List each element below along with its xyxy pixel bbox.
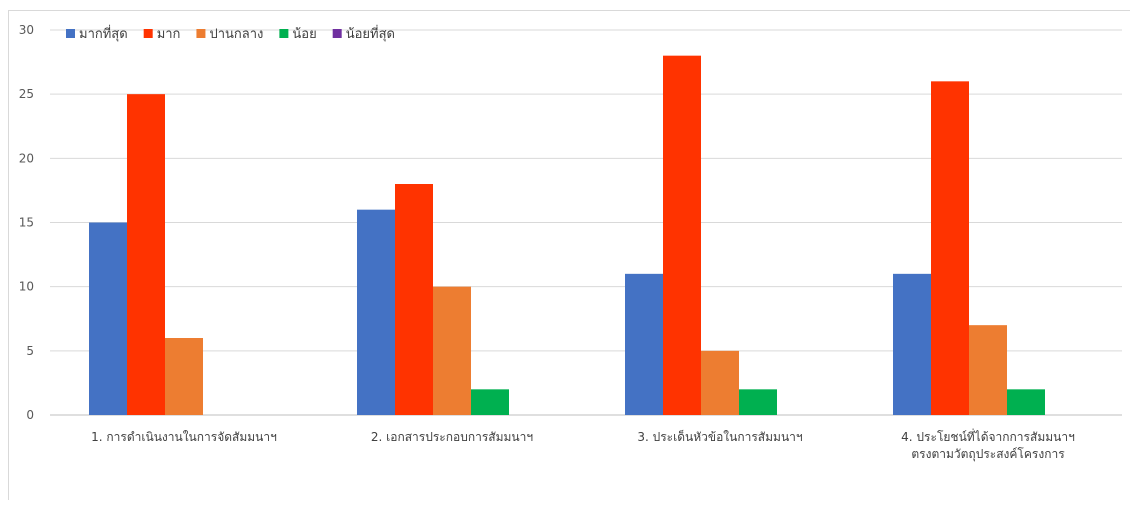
bar: [165, 338, 203, 415]
legend-entry-label: ปานกลาง: [209, 27, 263, 42]
y-tick-label: 0: [26, 408, 34, 422]
x-category-label: 2. เอกสารประกอบการสัมมนาฯ: [371, 430, 533, 444]
x-category-label: 3. ประเด็นหัวข้อในการสัมมนาฯ: [637, 429, 802, 444]
y-tick-label: 10: [19, 280, 34, 294]
bar: [471, 389, 509, 415]
x-category-label: 1. การดำเนินงานในการจัดสัมมนาฯ: [91, 430, 277, 444]
legend-entry-label: มากที่สุด: [79, 25, 128, 42]
legend-swatch: [196, 29, 206, 38]
legend-entry-label: น้อยที่สุด: [346, 25, 395, 42]
bar: [89, 222, 127, 415]
legend-entry-label: น้อย: [292, 27, 316, 42]
bar: [1007, 389, 1045, 415]
bar: [395, 184, 433, 415]
bar: [663, 55, 701, 416]
bar: [931, 81, 969, 415]
legend-swatch: [143, 29, 153, 38]
y-tick-label: 15: [19, 216, 34, 230]
bar: [625, 273, 663, 415]
y-tick-label: 5: [26, 344, 34, 358]
bar: [357, 209, 395, 415]
x-category-label: ตรงตามวัตถุประสงค์โครงการ: [911, 447, 1065, 462]
legend-swatch: [66, 29, 75, 38]
y-tick-label: 25: [19, 87, 34, 101]
legend-entry-label: มาก: [157, 27, 181, 42]
bar: [893, 273, 931, 415]
bar: [433, 286, 471, 415]
legend-swatch: [279, 29, 289, 38]
bar: [127, 94, 165, 416]
bar: [969, 325, 1007, 415]
bar: [701, 350, 739, 415]
y-tick-label: 20: [19, 151, 34, 165]
legend-swatch: [332, 29, 342, 38]
bar: [739, 389, 777, 415]
x-category-label: 4. ประโยชน์ที่ได้จากการสัมมนาฯ: [901, 428, 1075, 444]
y-tick-label: 30: [19, 23, 34, 37]
